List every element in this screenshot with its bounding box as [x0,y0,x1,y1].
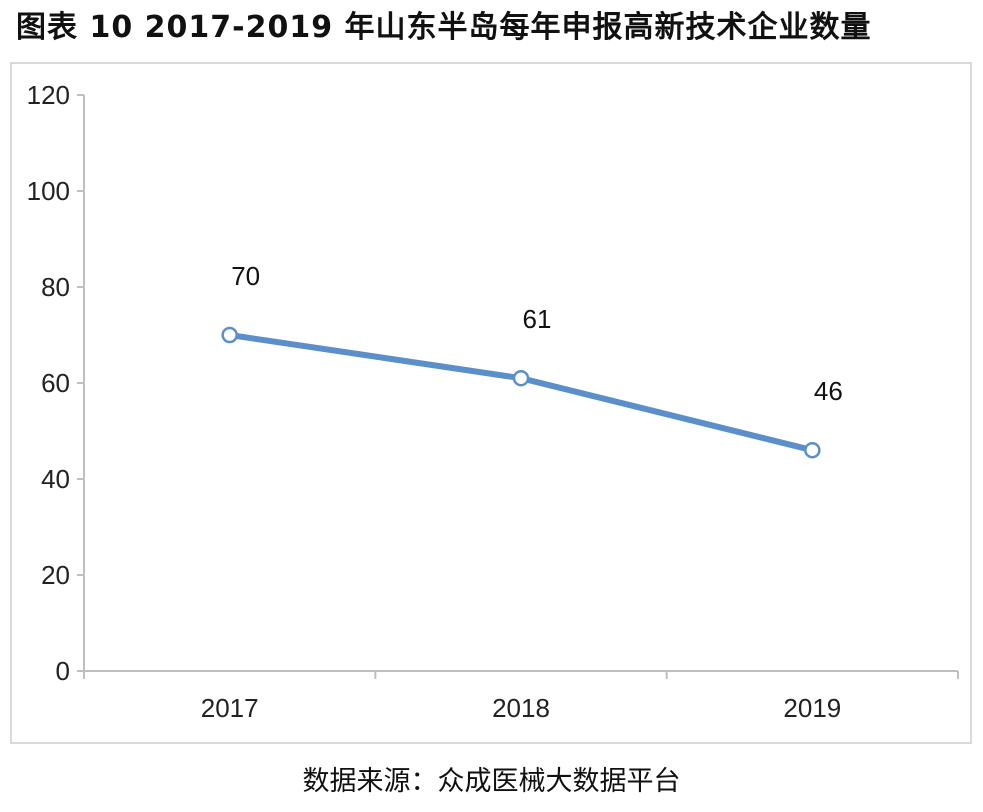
y-tick-label: 100 [27,176,70,206]
source-note: 数据来源：众成医械大数据平台 [302,766,681,797]
axes: 0 20 40 60 80 100 120 2017 2018 2019 [27,80,959,723]
series-line [226,332,816,454]
y-tick-label: 0 [56,656,70,686]
data-point-marker [512,369,530,387]
y-tick-label: 40 [41,464,70,494]
series-line-layer [221,326,821,459]
data-label: 70 [231,261,260,291]
y-tick-label: 60 [41,368,70,398]
x-tick-label: 2017 [201,693,259,723]
data-point-marker [804,441,821,459]
y-tick-label: 20 [41,560,70,590]
y-tick-label: 80 [41,272,70,302]
data-point-marker [221,326,238,344]
data-label: 46 [814,376,843,406]
y-tick-label: 120 [27,80,70,110]
x-tick-label: 2018 [492,693,550,723]
data-label: 61 [523,304,552,334]
chart-frame [10,62,972,744]
data-label-layer: 70 61 46 [231,261,843,406]
x-tick-label: 2019 [783,693,841,723]
chart-title: 图表 10 2017-2019 年山东半岛每年申报高新技术企业数量 [16,10,872,45]
